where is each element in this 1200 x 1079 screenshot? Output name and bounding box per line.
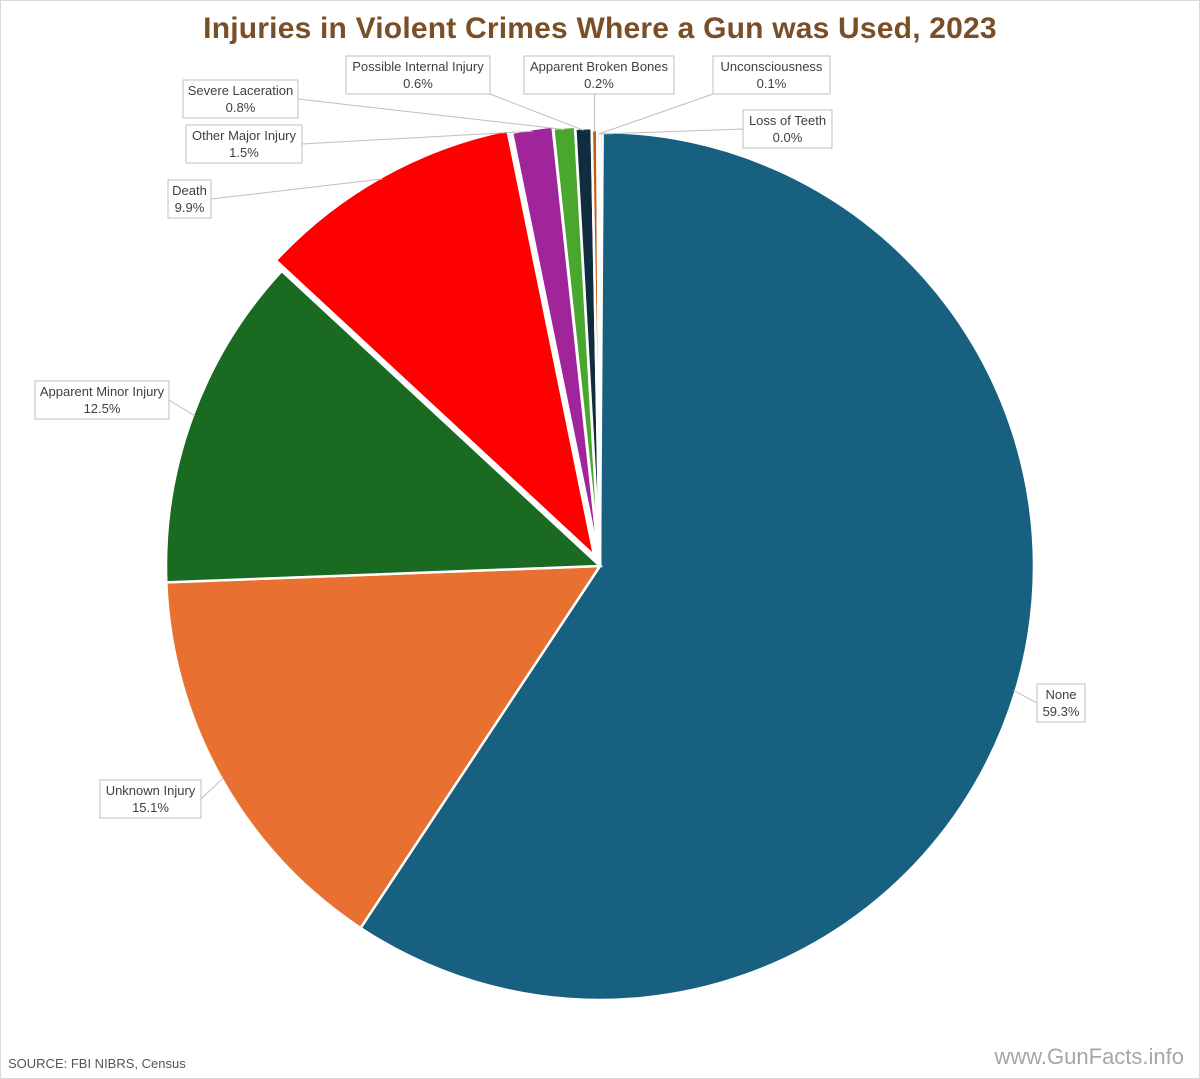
- data-label-box: [185, 124, 303, 164]
- data-label-category: None: [1045, 687, 1076, 702]
- leader-line: [1013, 689, 1038, 704]
- data-label-value: 15.1%: [132, 800, 169, 815]
- leader-line: [168, 399, 196, 417]
- data-label-value: 0.2%: [584, 76, 614, 91]
- pie-slice-loss-of-teeth: [598, 130, 604, 567]
- data-label-value: 0.1%: [757, 76, 787, 91]
- data-label-box: [182, 79, 299, 119]
- leader-line: [601, 128, 744, 135]
- leader-line: [200, 777, 224, 800]
- data-label-value: 9.9%: [175, 200, 205, 215]
- pie-slice-possible-internal-injury: [574, 126, 602, 563]
- data-label-box: [1036, 683, 1086, 723]
- data-label-category: Apparent Minor Injury: [40, 384, 165, 399]
- leader-line: [489, 93, 584, 131]
- data-label-value: 0.6%: [403, 76, 433, 91]
- leader-lines: [168, 93, 1038, 800]
- pie-slices: [164, 125, 1036, 1002]
- data-label-category: Apparent Broken Bones: [530, 59, 669, 74]
- source-note: SOURCE: FBI NIBRS, Census: [8, 1056, 186, 1071]
- data-label-box: [523, 55, 675, 95]
- data-label-box: [34, 380, 170, 420]
- leader-line: [301, 130, 533, 145]
- data-label-category: Severe Laceration: [188, 83, 294, 98]
- data-label-category: Other Major Injury: [192, 128, 297, 143]
- data-label-box: [712, 55, 831, 95]
- data-label-value: 59.3%: [1043, 704, 1080, 719]
- data-label-value: 12.5%: [84, 401, 121, 416]
- leader-line: [297, 98, 565, 130]
- chart-title: Injuries in Violent Crimes Where a Gun w…: [203, 12, 997, 45]
- data-labels: None 59.3% Unknown Injury 15.1% Apparent Min…: [34, 55, 1086, 819]
- data-label-category: Possible Internal Injury: [352, 59, 484, 74]
- data-label-value: 1.5%: [229, 145, 259, 160]
- data-label-category: Loss of Teeth: [749, 113, 826, 128]
- data-label-category: Unknown Injury: [106, 783, 196, 798]
- data-label-value: 0.8%: [226, 100, 256, 115]
- leader-line: [210, 178, 383, 200]
- data-label-category: Death: [172, 183, 207, 198]
- data-label-box: [167, 179, 212, 219]
- data-label-category: Unconsciousness: [721, 59, 823, 74]
- leader-line: [598, 93, 714, 135]
- data-label-box: [99, 779, 202, 819]
- data-label-box: [345, 55, 491, 95]
- pie-slice-death: [274, 128, 597, 560]
- data-label-value: 0.0%: [773, 130, 803, 145]
- watermark: www.GunFacts.info: [994, 1044, 1184, 1069]
- data-label-box: [742, 109, 833, 149]
